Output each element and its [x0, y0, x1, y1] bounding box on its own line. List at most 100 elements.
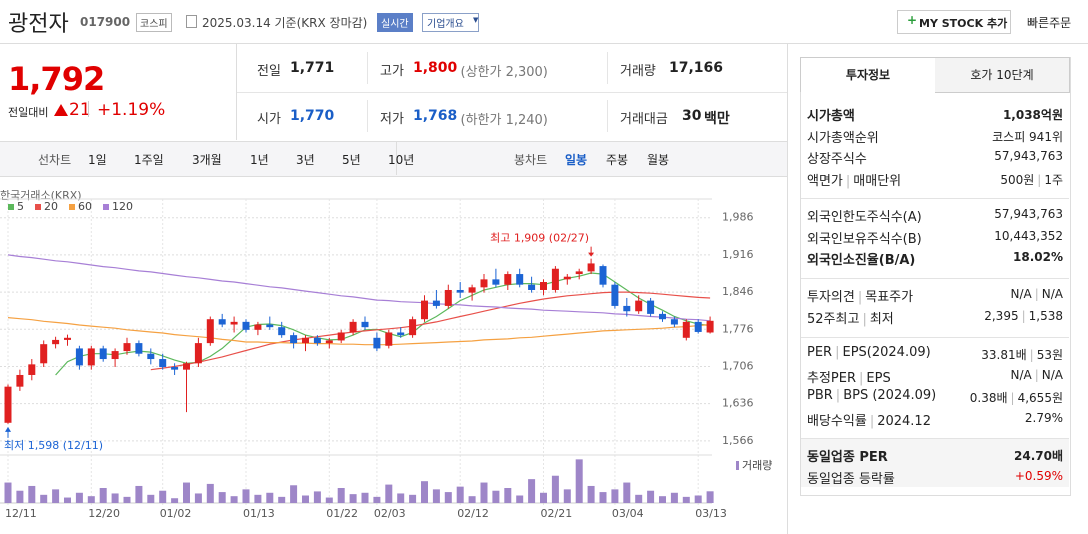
info-label: PBR | BPS (2024.09): [807, 388, 936, 403]
separator: |: [1010, 391, 1015, 405]
summary-label: 거래량: [620, 64, 656, 79]
summary-value: 1,771: [290, 60, 335, 76]
summary-label: 고가: [380, 64, 404, 79]
info-value: N/A | N/A: [1010, 368, 1063, 382]
annotation: 최저 1,598 (12/11): [4, 439, 103, 452]
volume-bar: [87, 496, 95, 503]
legend-swatch: [35, 204, 41, 210]
info-value: 코스피 941위: [992, 128, 1063, 145]
candle-body: [254, 324, 262, 330]
volume-bar: [432, 489, 440, 503]
label-part: 매매단위: [853, 173, 902, 189]
date: 2025.03.14 기준(KRX 장마감): [202, 16, 368, 30]
period-tab[interactable]: 10년: [388, 153, 415, 167]
stock-name: 광전자: [8, 12, 69, 37]
volume-bar: [242, 489, 250, 503]
candle-body: [385, 332, 393, 346]
candle-body: [635, 300, 643, 312]
volume-bar: [599, 492, 607, 503]
current-price: 1,792: [8, 60, 105, 98]
value-part: 0.38배: [969, 391, 1008, 405]
overview-dropdown[interactable]: 기업개요: [422, 13, 479, 32]
separator: |: [1029, 348, 1034, 362]
info-value: N/A | N/A: [1010, 287, 1063, 301]
volume-bar: [99, 488, 107, 503]
volume-bar: [349, 494, 357, 503]
value-part: 57,943,763: [994, 149, 1063, 163]
candle-body: [706, 320, 714, 333]
candle-body: [40, 344, 48, 364]
candle-body: [611, 284, 619, 306]
period-tab[interactable]: 1주일: [134, 153, 164, 167]
period-tab[interactable]: 3개월: [192, 153, 222, 167]
volume-bar: [302, 495, 309, 503]
candle-body: [242, 321, 250, 330]
summary-note: (상한가 2,300): [460, 65, 548, 80]
info-tab[interactable]: 투자정보: [800, 57, 936, 92]
value-part: 4,655원: [1017, 391, 1063, 405]
volume-bar: [230, 496, 238, 503]
x-tick-label: 02/12: [457, 507, 489, 520]
period-tab[interactable]: 일봉: [565, 153, 588, 167]
y-tick-label: 1,986: [722, 211, 754, 224]
quick-order[interactable]: 빠른주문: [1027, 16, 1072, 30]
volume-bar: [694, 495, 702, 503]
summary-label: 거래대금: [620, 112, 668, 127]
ma-line: [7, 317, 711, 346]
value-part: 10,443,352: [994, 228, 1063, 243]
candle-body: [444, 289, 452, 306]
realtime-badge[interactable]: 실시간: [377, 13, 413, 32]
label-part: 시가총액: [807, 109, 855, 124]
legend-label: 20: [44, 200, 58, 213]
group-bg: [801, 439, 1069, 487]
label-part: 상장주식수: [807, 152, 867, 167]
period-tab[interactable]: 주봉: [606, 153, 629, 167]
candle-body: [99, 348, 107, 360]
volume-bar: [421, 481, 428, 503]
separator: |: [1034, 287, 1039, 301]
label-part: 배당수익률: [807, 413, 867, 429]
candle-body: [75, 348, 83, 366]
tab-title: 봉차트: [514, 153, 548, 167]
period-tab[interactable]: 1일: [88, 153, 107, 167]
volume-bar: [159, 490, 167, 503]
group-line: [801, 337, 1069, 338]
volume-bar: [492, 490, 500, 503]
period-tab[interactable]: 3년: [296, 153, 315, 167]
value-part: 53원: [1036, 348, 1063, 362]
panel-divider: [787, 44, 788, 534]
mystock-button[interactable]: [897, 10, 1011, 34]
candle-body: [194, 343, 202, 364]
info-panel: [800, 57, 1071, 496]
info-value: 33.81배 | 53원: [981, 346, 1063, 363]
change: 21: [69, 100, 91, 120]
x-tick-label: 03/04: [612, 507, 644, 520]
volume-bar: [16, 490, 24, 503]
period-tab[interactable]: 5년: [342, 153, 361, 167]
volume-legend-swatch: [736, 461, 739, 470]
summary-line: [237, 92, 787, 93]
candle-body: [647, 300, 655, 314]
volume-bar: [647, 490, 655, 503]
separator: |: [1034, 367, 1039, 382]
period-tab[interactable]: 월봉: [647, 153, 670, 167]
separator: |: [862, 311, 867, 327]
period-tab[interactable]: 1년: [250, 153, 269, 167]
value-part: N/A: [1041, 367, 1063, 382]
candle-body: [16, 374, 24, 387]
volume-bar: [254, 494, 262, 503]
value-part: +0.59%: [1014, 468, 1063, 483]
chart-source: 한국거래소(KRX): [0, 189, 82, 202]
volume-bar: [444, 492, 452, 503]
info-tab[interactable]: 호가 10단계: [935, 57, 1070, 93]
volume-bar: [361, 492, 369, 503]
label-part: 추정PER: [807, 370, 857, 386]
group-line: [801, 438, 1069, 439]
label-part: EPS: [866, 370, 891, 386]
candle-body: [623, 305, 631, 312]
label-part: 투자의견: [807, 290, 855, 305]
summary-value: 1,770: [290, 108, 335, 124]
label-part: PER: [807, 345, 833, 360]
info-label: 추정PER | EPS: [807, 367, 891, 386]
candle-body: [456, 289, 464, 293]
